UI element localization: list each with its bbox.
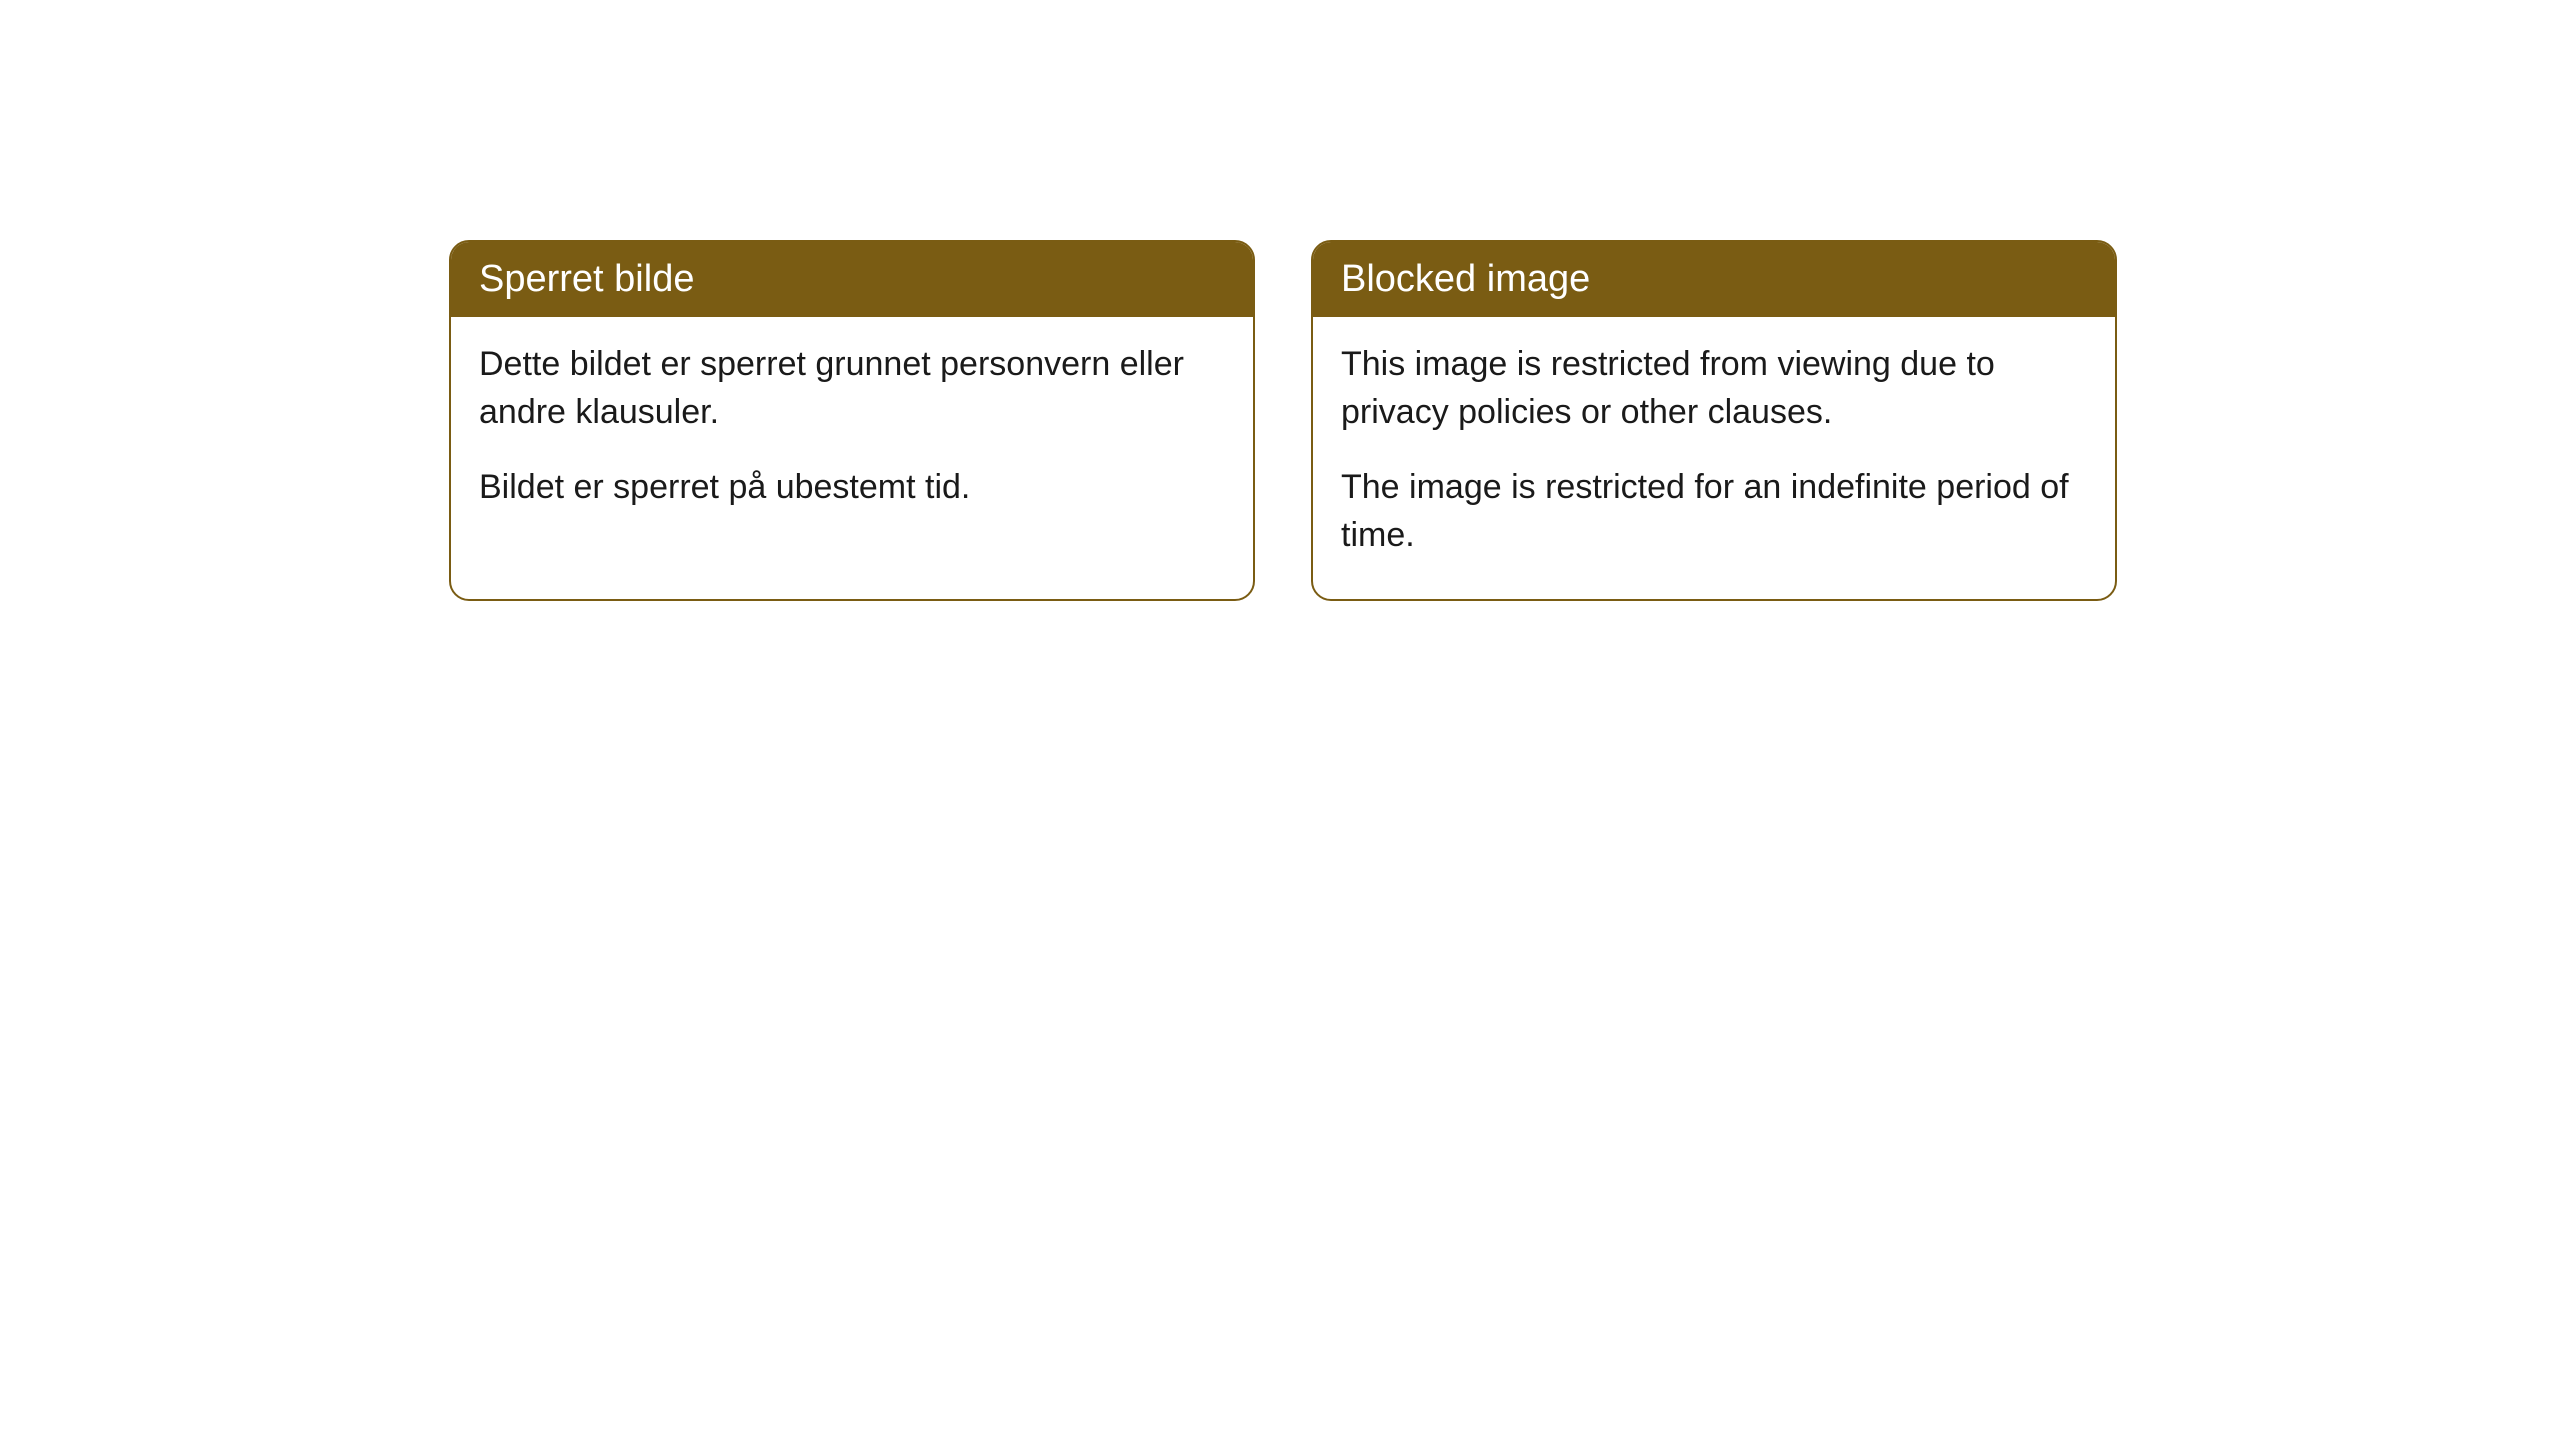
notice-card-english: Blocked image This image is restricted f… — [1311, 240, 2117, 601]
card-title: Blocked image — [1341, 258, 1590, 300]
notice-cards-container: Sperret bilde Dette bildet er sperret gr… — [449, 240, 2117, 601]
card-paragraph: This image is restricted from viewing du… — [1341, 341, 2087, 436]
card-paragraph: Dette bildet er sperret grunnet personve… — [479, 341, 1225, 436]
card-paragraph: Bildet er sperret på ubestemt tid. — [479, 464, 1225, 512]
card-header: Sperret bilde — [451, 242, 1253, 317]
card-header: Blocked image — [1313, 242, 2115, 317]
card-paragraph: The image is restricted for an indefinit… — [1341, 464, 2087, 559]
card-body: Dette bildet er sperret grunnet personve… — [451, 317, 1253, 552]
card-body: This image is restricted from viewing du… — [1313, 317, 2115, 599]
notice-card-norwegian: Sperret bilde Dette bildet er sperret gr… — [449, 240, 1255, 601]
card-title: Sperret bilde — [479, 258, 694, 300]
